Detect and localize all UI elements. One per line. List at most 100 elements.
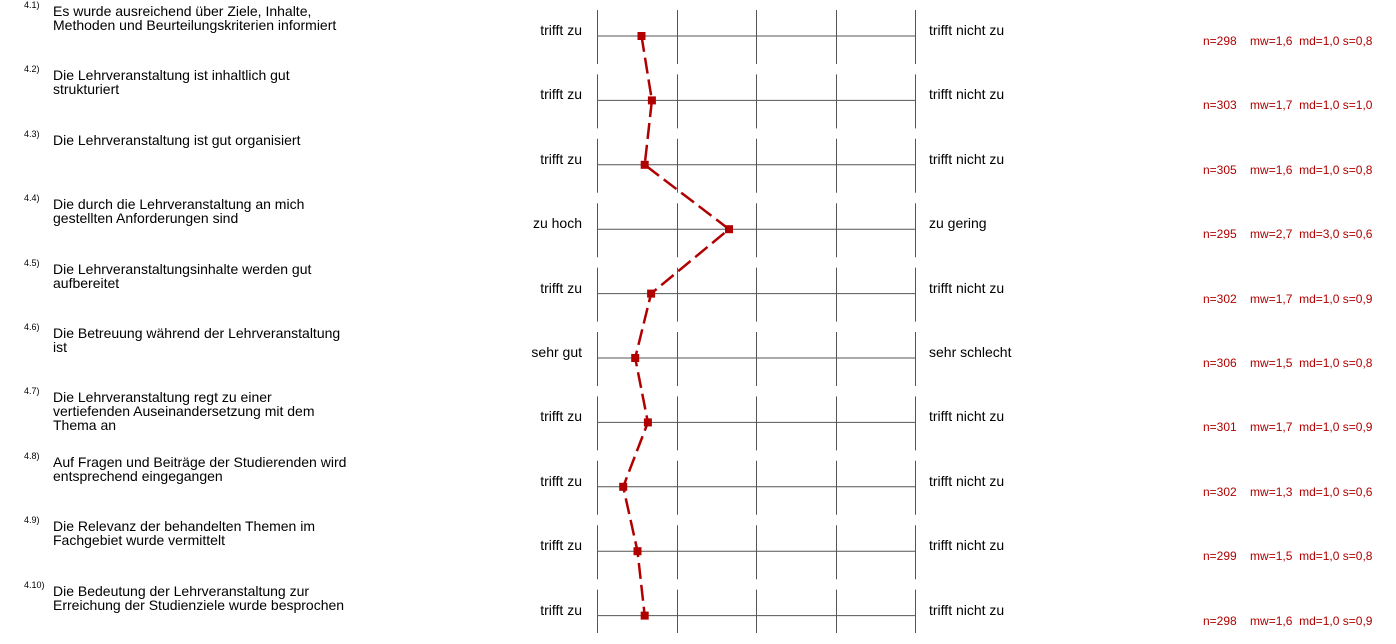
- stat-md: md=1,0: [1299, 356, 1340, 370]
- stat-mw: mw=1,6: [1250, 613, 1293, 628]
- question-text: Die Betreuung während der Lehrveranstalt…: [53, 325, 341, 355]
- question-text: Die Lehrveranstaltung regt zu einer vert…: [53, 389, 315, 434]
- stat-s: s=0,8: [1342, 162, 1373, 177]
- statistics: n=298 mw=1,6 md=1,0 s=0,8: [1203, 34, 1372, 48]
- statistics: n=302 mw=1,3 md=1,0 s=0,6: [1203, 485, 1372, 499]
- survey-item: 4.4) Die durch die Lehrveranstaltung an m…: [0, 193, 1396, 257]
- scale-right-label: trifft nicht zu: [929, 408, 1005, 425]
- stat-mw: mw=1,7: [1250, 98, 1293, 113]
- question-text: Auf Fragen und Beiträge der Studierenden…: [53, 453, 347, 484]
- stat-n: n=302: [1203, 291, 1237, 306]
- question-number: 4.7): [24, 386, 40, 397]
- stat-n: n=295: [1203, 227, 1237, 242]
- scale-right-label: trifft nicht zu: [929, 22, 1005, 38]
- stat-md: md=1,0: [1299, 291, 1340, 306]
- survey-item: 4.5) Die Lehrveranstaltungsinhalte werden…: [0, 258, 1396, 322]
- survey-item: 4.10) Die Bedeutung der Lehrveranstaltung…: [0, 580, 1396, 644]
- question-number: 4.5): [24, 257, 40, 268]
- stat-s: s=0,8: [1342, 356, 1373, 370]
- stat-mw: mw=1,7: [1250, 291, 1293, 306]
- survey-item: 4.6) Die Betreuung während der Lehrverans…: [0, 322, 1396, 386]
- scale-left-label: trifft zu: [540, 601, 582, 618]
- statistics: n=295 mw=2,7 md=3,0 s=0,6: [1203, 227, 1372, 241]
- question-number: 4.1): [24, 0, 40, 10]
- stat-n: n=301: [1203, 420, 1237, 435]
- scale-right-label: sehr schlecht: [929, 344, 1012, 360]
- statistics: n=298 mw=1,6 md=1,0 s=0,9: [1203, 614, 1372, 628]
- question-number: 4.6): [24, 322, 40, 332]
- survey-item: 4.9) Die Relevanz der behandelten Themen …: [0, 515, 1396, 579]
- stat-s: s=0,9: [1342, 613, 1373, 628]
- scale-left-label: trifft zu: [540, 279, 582, 296]
- scale-right-label: trifft nicht zu: [929, 472, 1005, 489]
- stat-n: n=298: [1203, 34, 1237, 48]
- question-text: Es wurde ausreichend über Ziele, Inhalte…: [53, 3, 337, 33]
- stat-n: n=303: [1203, 98, 1237, 113]
- stat-mw: mw=1,5: [1250, 549, 1293, 564]
- survey-item: 4.1) Es wurde ausreichend über Ziele, Inh…: [0, 0, 1396, 64]
- stat-md: md=1,0: [1299, 613, 1340, 628]
- scale-left-label: sehr gut: [531, 344, 582, 360]
- scale-right-label: trifft nicht zu: [929, 150, 1005, 167]
- question-text: Die Bedeutung der Lehrveranstaltung zur …: [53, 582, 345, 613]
- question-text: Die durch die Lehrveranstaltung an mich …: [53, 196, 305, 227]
- question-number: 4.4): [24, 193, 40, 204]
- stat-mw: mw=1,6: [1250, 34, 1293, 48]
- survey-item: 4.8) Auf Fragen und Beiträge der Studiere…: [0, 451, 1396, 515]
- statistics: n=301 mw=1,7 md=1,0 s=0,9: [1203, 420, 1372, 434]
- stat-md: md=1,0: [1299, 162, 1340, 177]
- survey-item: 4.7) Die Lehrveranstaltung regt zu einer …: [0, 386, 1396, 450]
- stat-n: n=298: [1203, 613, 1237, 628]
- stat-n: n=299: [1203, 549, 1237, 564]
- stat-md: md=1,0: [1299, 420, 1340, 435]
- stat-s: s=0,6: [1342, 227, 1373, 242]
- stat-s: s=0,9: [1342, 420, 1373, 435]
- question-number: 4.8): [24, 450, 40, 461]
- statistics: n=303 mw=1,7 md=1,0 s=1,0: [1203, 98, 1372, 112]
- question-number: 4.10): [24, 579, 45, 590]
- question-number: 4.2): [24, 64, 40, 75]
- scale-right-label: trifft nicht zu: [929, 601, 1005, 618]
- stat-mw: mw=1,3: [1250, 484, 1293, 499]
- stat-md: md=3,0: [1299, 227, 1340, 242]
- scale-right-label: zu gering: [929, 215, 987, 232]
- scale-left-label: trifft zu: [540, 86, 582, 103]
- question-number: 4.9): [24, 515, 40, 526]
- scale-left-label: zu hoch: [532, 215, 582, 232]
- stat-s: s=1,0: [1342, 98, 1373, 113]
- stat-s: s=0,6: [1342, 484, 1373, 499]
- stat-mw: mw=2,7: [1250, 227, 1293, 242]
- stat-mw: mw=1,5: [1250, 356, 1293, 370]
- stat-n: n=306: [1203, 356, 1237, 370]
- stat-md: md=1,0: [1299, 549, 1340, 564]
- stat-mw: mw=1,6: [1250, 162, 1293, 177]
- scale-left-label: trifft zu: [540, 537, 582, 554]
- scale-right-label: trifft nicht zu: [929, 86, 1005, 103]
- question-text: Die Lehrveranstaltungsinhalte werden gut…: [53, 260, 312, 291]
- statistics: n=299 mw=1,5 md=1,0 s=0,8: [1203, 549, 1372, 563]
- scale-right-label: trifft nicht zu: [929, 279, 1005, 296]
- question-text: Die Lehrveranstaltung ist inhaltlich gut…: [53, 67, 290, 98]
- statistics: n=305 mw=1,6 md=1,0 s=0,8: [1203, 163, 1372, 177]
- stat-md: md=1,0: [1299, 98, 1340, 113]
- question-text: Die Relevanz der behandelten Themen im F…: [53, 518, 316, 549]
- stat-s: s=0,8: [1342, 34, 1373, 48]
- survey-item: 4.2) Die Lehrveranstaltung ist inhaltlich…: [0, 64, 1396, 128]
- stat-s: s=0,9: [1342, 291, 1373, 306]
- statistics: n=306 mw=1,5 md=1,0 s=0,8: [1203, 356, 1372, 370]
- statistics: n=302 mw=1,7 md=1,0 s=0,9: [1203, 292, 1372, 306]
- stat-s: s=0,8: [1342, 549, 1373, 564]
- question-text: Die Lehrveranstaltung ist gut organisier…: [53, 131, 301, 148]
- scale-left-label: trifft zu: [540, 22, 582, 38]
- scale-left-label: trifft zu: [540, 150, 582, 167]
- scale-left-label: trifft zu: [540, 472, 582, 489]
- survey-item: 4.3) Die Lehrveranstaltung ist gut organi…: [0, 129, 1396, 193]
- stat-md: md=1,0: [1299, 34, 1340, 48]
- stat-mw: mw=1,7: [1250, 420, 1293, 435]
- question-number: 4.3): [24, 128, 40, 139]
- stat-n: n=302: [1203, 484, 1237, 499]
- scale-left-label: trifft zu: [540, 408, 582, 425]
- stat-n: n=305: [1203, 162, 1237, 177]
- scale-right-label: trifft nicht zu: [929, 537, 1005, 554]
